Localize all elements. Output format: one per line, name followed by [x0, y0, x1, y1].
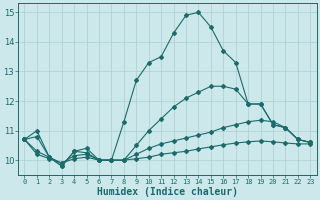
- X-axis label: Humidex (Indice chaleur): Humidex (Indice chaleur): [97, 186, 238, 197]
